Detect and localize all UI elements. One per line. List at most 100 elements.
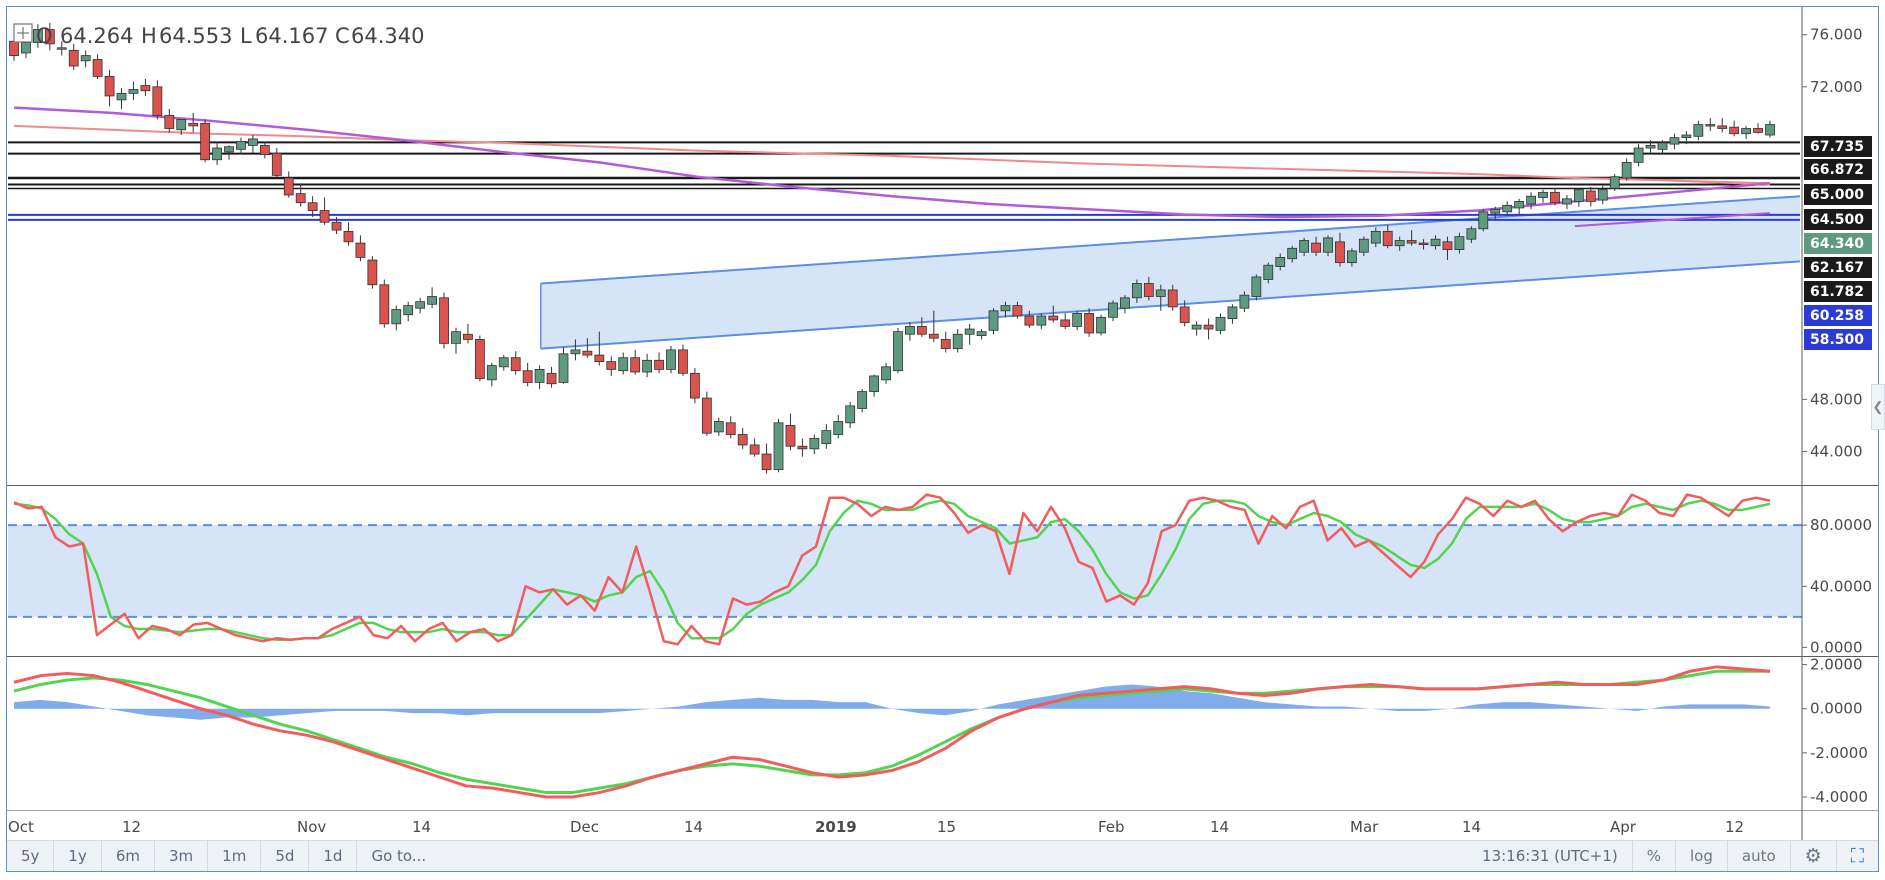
candle-body [678,349,688,374]
range-6m-button[interactable]: 6m [102,841,155,871]
candle-body [343,230,354,243]
candle-body [928,333,939,339]
candle-body [474,339,485,379]
candle-body [1012,305,1023,317]
candle-body [761,453,772,471]
candle-body [379,284,390,325]
candle-body [666,349,676,370]
price-tick-label: 76.000 [1810,26,1863,44]
time-tick-label: 14 [1210,818,1229,836]
candle-body [1406,240,1417,244]
candle-body [1729,126,1740,135]
log-toggle[interactable]: log [1675,841,1727,871]
candle-body [749,444,760,455]
auto-toggle[interactable]: auto [1726,841,1790,871]
candle-body [1526,195,1536,205]
candle-body [594,354,605,362]
candle-body [164,115,175,129]
macd-tick-label: 0.0000 [1810,700,1863,718]
candle-body [1048,315,1059,321]
candle-body [570,349,581,355]
candle-body [80,55,91,62]
moving-average-red [13,124,1771,185]
candle-body [1562,198,1572,205]
candle-body [1741,128,1752,135]
candle-body [797,445,808,450]
candle-body [32,29,43,43]
price-label-box [1804,159,1872,180]
candle-body [833,421,844,435]
price-label-box [1804,257,1872,278]
candle-body [236,141,246,150]
candle-body [713,421,724,433]
time-tick-label: 2019 [815,818,857,836]
channel-fill [540,196,1800,349]
time-tick-label: 14 [412,818,431,836]
candle-body [1765,124,1775,136]
candle-body [1227,306,1238,320]
candle-body [1693,124,1704,137]
candle-body [1394,240,1405,247]
candle-body [1621,161,1632,179]
candle-body [1167,289,1178,308]
candle-body [295,193,306,204]
candle-body [773,422,784,471]
range-1y-button[interactable]: 1y [54,841,102,871]
candle-body [128,89,139,94]
candle-body [1370,230,1381,244]
candle-body [152,86,163,116]
candle-body [56,47,67,50]
candle-body [737,434,748,446]
candle-body [654,359,664,370]
candle-body [725,422,736,435]
time-tick-label: 14 [684,818,703,836]
candle-body [1514,201,1525,209]
candle-body [212,147,222,161]
candle-body [1585,190,1596,202]
range-5d-button[interactable]: 5d [261,841,310,871]
range-1d-button[interactable]: 1d [309,841,358,871]
time-tick-label: Nov [297,818,326,836]
price-label-box [1804,136,1872,157]
candle-body [546,372,557,385]
candle-body [104,76,115,97]
candle-body [1490,208,1501,214]
ohlc-legend: O 64.264 H 64.553 L 64.167 C 64.340 [13,23,424,48]
candle-body [1705,124,1716,127]
candle-body [1645,145,1656,149]
range-1m-button[interactable]: 1m [208,841,262,871]
candle-body [1418,242,1429,245]
percent-toggle[interactable]: % [1631,841,1675,871]
fullscreen-icon[interactable]: ⛶ [1835,841,1878,871]
collapse-arrow-icon[interactable]: ❮ [1871,384,1885,430]
range-5y-button[interactable]: 5y [7,841,55,871]
candle-body [1335,241,1345,264]
settings-gear-icon[interactable]: ⚙ [1789,841,1836,871]
candle-body [259,145,270,155]
candle-body [881,366,891,381]
candle-body [1179,306,1190,323]
price-label: 67.735 [1810,139,1864,155]
ohlc-open-value: 64.264 [60,24,133,48]
candle-body [630,357,641,373]
candle-body [44,29,55,45]
candle-body [1681,134,1692,139]
range-3m-button[interactable]: 3m [155,841,209,871]
moving-average-purple [13,106,1771,219]
clock-readout[interactable]: 13:16:31 (UTC+1) [1482,847,1618,865]
candle-body [403,305,414,316]
goto-button[interactable]: Go to... [371,847,427,865]
candle-body [976,331,987,336]
price-tick-label: 44.000 [1810,442,1863,460]
candle-body [940,339,951,349]
price-pane: 76.000 72.000 48.000 44.000 67.735 66.872 65.0… [8,23,1872,474]
candle-body [439,297,449,344]
candle-body [1155,289,1166,297]
macd-tick-label: 2.0000 [1810,656,1863,674]
bottom-toolbar: 5y 1y 6m 3m 1m 5d 1d Go to... 13:16:31 (… [7,840,1878,871]
candle-body [1502,204,1513,213]
candle-body [271,152,282,176]
time-tick-label: Oct [8,818,34,836]
candle-body [498,357,509,368]
